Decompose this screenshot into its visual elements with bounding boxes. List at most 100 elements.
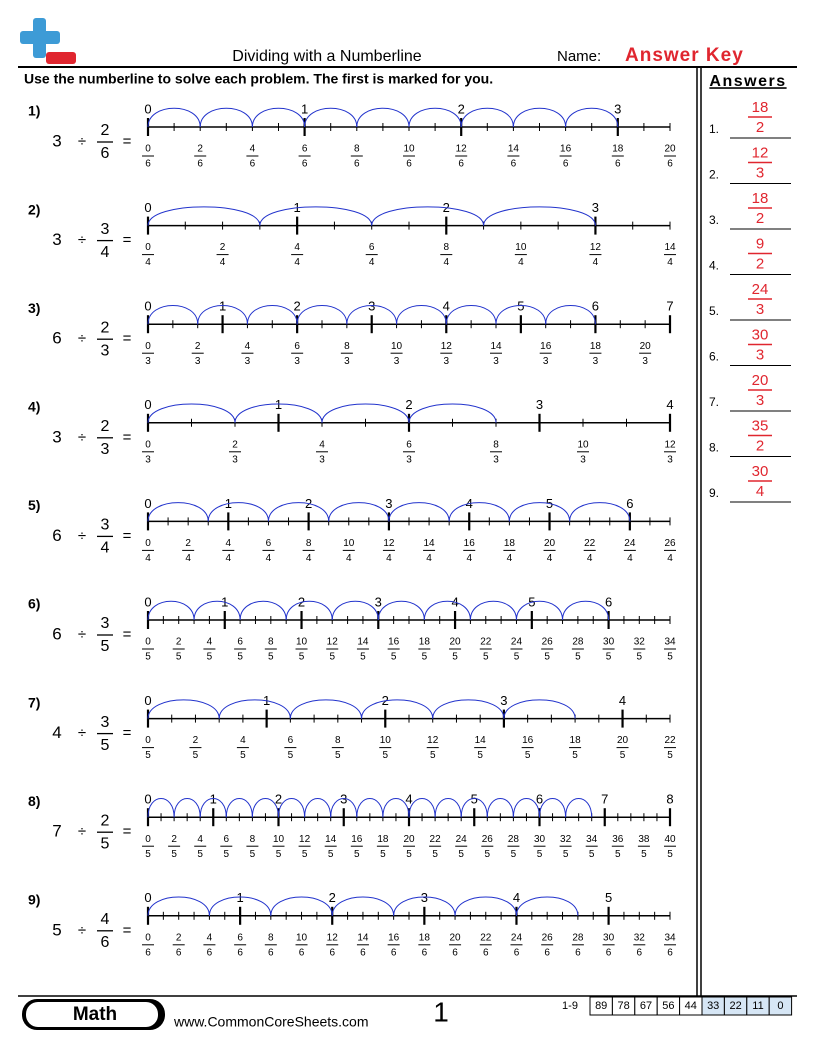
label-numerator: 12 [664, 439, 676, 450]
label-denominator: 6 [299, 947, 305, 958]
integer-label: 1 [275, 397, 282, 412]
answer-numerator: 18 [752, 99, 769, 116]
label-numerator: 6 [294, 341, 300, 352]
label-denominator: 6 [302, 159, 308, 170]
jump-arc [361, 699, 434, 719]
label-denominator: 6 [514, 947, 520, 958]
label-numerator: 6 [406, 439, 412, 450]
equals-sign: = [123, 823, 132, 840]
label-denominator: 5 [544, 652, 550, 663]
jump-arc [321, 403, 410, 423]
integer-label: 2 [275, 792, 282, 807]
integer-label: 1 [210, 792, 217, 807]
label-numerator: 26 [664, 538, 676, 549]
answer-label: 4. [709, 259, 719, 273]
dividend: 6 [52, 329, 61, 348]
integer-label: 1 [301, 101, 308, 116]
label-numerator: 2 [185, 538, 191, 549]
jump-arc [486, 798, 514, 818]
label-denominator: 5 [667, 849, 673, 860]
answer-label: 3. [709, 213, 719, 227]
label-numerator: 20 [449, 637, 461, 648]
answer-key: Answer Key [625, 45, 744, 66]
integer-label: 7 [601, 792, 608, 807]
label-numerator: 30 [603, 932, 615, 943]
integer-label: 3 [500, 693, 507, 708]
label-numerator: 6 [237, 932, 243, 943]
divisor-denominator: 6 [101, 145, 110, 162]
label-numerator: 0 [145, 932, 151, 943]
integer-label: 6 [605, 594, 612, 609]
label-denominator: 3 [195, 356, 201, 367]
label-numerator: 20 [403, 834, 415, 845]
divisor-denominator: 5 [101, 835, 110, 852]
label-numerator: 14 [475, 735, 487, 746]
label-denominator: 6 [563, 159, 569, 170]
label-denominator: 5 [391, 652, 397, 663]
label-numerator: 10 [296, 637, 308, 648]
divisor-denominator: 6 [101, 934, 110, 951]
label-numerator: 20 [544, 538, 556, 549]
label-numerator: 14 [490, 341, 502, 352]
divisor-numerator: 2 [101, 122, 110, 139]
integer-label: 0 [144, 397, 151, 412]
integer-label: 6 [536, 792, 543, 807]
label-denominator: 5 [514, 652, 520, 663]
label-numerator: 10 [380, 735, 392, 746]
divide-sign: ÷ [78, 133, 86, 150]
integer-label: 2 [294, 299, 301, 314]
divisor-numerator: 2 [101, 319, 110, 336]
label-denominator: 4 [667, 257, 673, 268]
integer-label: 1 [237, 890, 244, 905]
label-numerator: 4 [294, 242, 300, 253]
page-number: 1 [433, 996, 449, 1027]
label-numerator: 16 [522, 735, 534, 746]
label-denominator: 3 [319, 454, 325, 465]
label-denominator: 3 [444, 356, 450, 367]
label-denominator: 3 [406, 454, 412, 465]
label-denominator: 5 [354, 849, 360, 860]
dividend: 3 [52, 131, 61, 150]
label-numerator: 8 [335, 735, 341, 746]
integer-label: 4 [405, 792, 412, 807]
jump-arc [285, 600, 333, 621]
label-denominator: 5 [145, 750, 151, 761]
label-numerator: 30 [534, 834, 546, 845]
dividend: 3 [52, 230, 61, 249]
label-denominator: 3 [344, 356, 350, 367]
subject: Math [73, 1004, 117, 1025]
integer-label: 2 [458, 101, 465, 116]
jump-arc [545, 304, 596, 325]
label-denominator: 6 [360, 947, 366, 958]
label-numerator: 0 [145, 637, 151, 648]
label-denominator: 6 [452, 947, 458, 958]
label-denominator: 3 [543, 356, 549, 367]
answer-numerator: 20 [752, 372, 769, 389]
label-denominator: 6 [511, 159, 517, 170]
divisor-numerator: 2 [101, 812, 110, 829]
answer-label: 5. [709, 304, 719, 318]
jump-arc [356, 107, 410, 128]
label-numerator: 4 [240, 735, 246, 746]
label-numerator: 18 [419, 637, 431, 648]
label-numerator: 16 [388, 932, 400, 943]
label-numerator: 14 [508, 144, 520, 155]
jump-arc [328, 502, 390, 522]
integer-label: 3 [385, 496, 392, 511]
label-denominator: 5 [193, 750, 199, 761]
equals-sign: = [123, 330, 132, 347]
jump-arc [503, 699, 576, 719]
score-range: 1-9 [562, 1000, 578, 1012]
label-numerator: 8 [344, 341, 350, 352]
label-denominator: 5 [276, 849, 282, 860]
label-denominator: 5 [329, 652, 335, 663]
label-numerator: 12 [383, 538, 395, 549]
label-numerator: 14 [357, 932, 369, 943]
problem-number: 5) [28, 497, 40, 513]
label-denominator: 5 [572, 750, 578, 761]
label-denominator: 5 [537, 849, 543, 860]
label-numerator: 8 [268, 637, 274, 648]
label-numerator: 22 [430, 834, 442, 845]
equals-sign: = [123, 232, 132, 249]
jump-arc [147, 206, 261, 226]
